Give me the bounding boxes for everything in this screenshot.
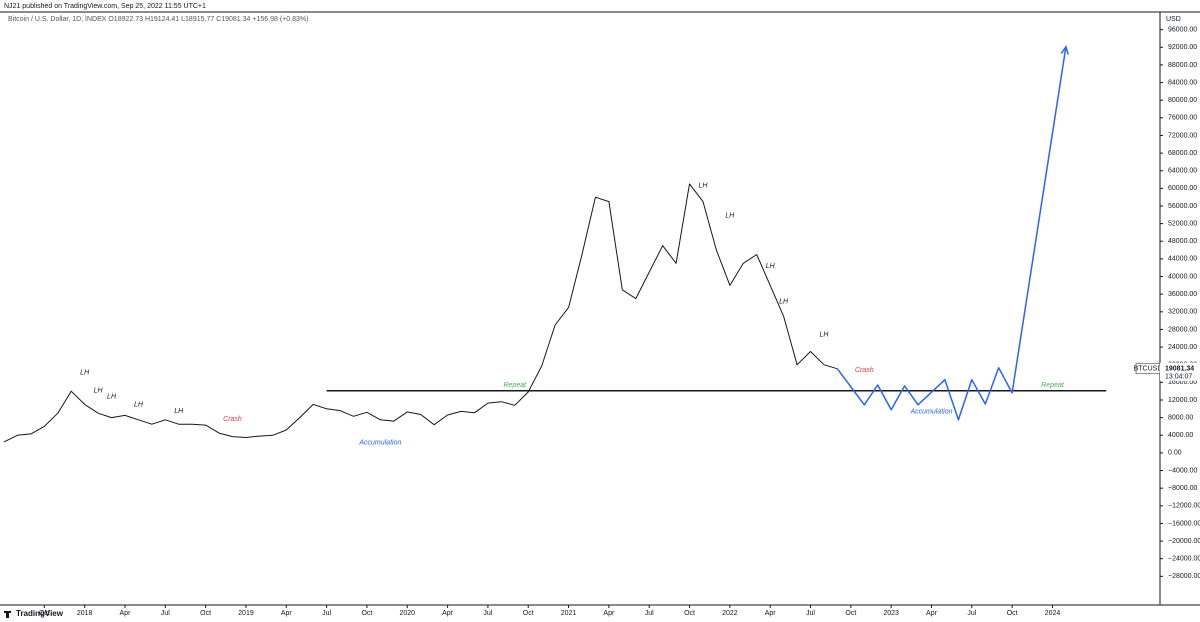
y-tick-label: 16000.00 xyxy=(1168,379,1197,386)
annotation: LH xyxy=(699,183,709,190)
y-tick-label: 64000.00 xyxy=(1168,168,1197,175)
x-tick-label: 2018 xyxy=(77,610,93,617)
y-tick-label: 8000.00 xyxy=(1168,414,1193,421)
projection-line xyxy=(836,46,1067,421)
symbol-label: BTCUSD xyxy=(1134,366,1163,373)
x-tick-label: Oct xyxy=(39,610,50,617)
annotation: Repeat xyxy=(1041,382,1065,389)
x-tick-label: Jul xyxy=(161,610,170,617)
y-tick-label: −16000.00 xyxy=(1168,520,1200,527)
annotation: LH xyxy=(94,388,104,395)
x-tick-label: 2024 xyxy=(1045,610,1061,617)
annotation: LH xyxy=(134,402,144,409)
y-tick-label: 44000.00 xyxy=(1168,256,1197,263)
y-tick-label: 0.00 xyxy=(1168,450,1182,457)
y-tick-label: −4000.00 xyxy=(1168,467,1197,474)
price-label-box xyxy=(1160,362,1200,381)
y-tick-label: 36000.00 xyxy=(1168,291,1197,298)
arrow-head xyxy=(1060,45,1069,55)
y-tick-label: −12000.00 xyxy=(1168,503,1200,510)
x-tick-label: Oct xyxy=(200,610,211,617)
y-tick-label: 4000.00 xyxy=(1168,432,1193,439)
countdown-label: 13:04:07 xyxy=(1165,374,1192,381)
y-tick-label: 92000.00 xyxy=(1168,44,1197,51)
x-tick-label: 2019 xyxy=(238,610,254,617)
y-tick-label: −24000.00 xyxy=(1168,556,1200,563)
y-tick-label: 76000.00 xyxy=(1168,115,1197,122)
price-line xyxy=(3,183,838,443)
y-tick-label: 68000.00 xyxy=(1168,150,1197,157)
annotation: Repeat xyxy=(504,382,528,389)
y-tick-label: 60000.00 xyxy=(1168,185,1197,192)
y-tick-label: 24000.00 xyxy=(1168,344,1197,351)
axis-unit: USD xyxy=(1166,16,1181,23)
y-tick-label: 56000.00 xyxy=(1168,203,1197,210)
y-tick-label: 96000.00 xyxy=(1168,26,1197,33)
x-tick-label: Apr xyxy=(120,610,132,617)
x-tick-label: Oct xyxy=(523,610,534,617)
annotation: LH xyxy=(174,408,184,415)
y-tick-label: −8000.00 xyxy=(1168,485,1197,492)
x-tick-label: Oct xyxy=(845,610,856,617)
x-tick-label: 2023 xyxy=(883,610,899,617)
y-tick-label: −20000.00 xyxy=(1168,538,1200,545)
x-tick-label: Jul xyxy=(806,610,815,617)
annotation: LH xyxy=(766,263,776,270)
y-tick-label: 32000.00 xyxy=(1168,309,1197,316)
x-tick-label: Apr xyxy=(603,610,615,617)
symbol-title: Bitcoin / U.S. Dollar, 1D, INDEX O18922.… xyxy=(8,16,308,23)
y-tick-label: 52000.00 xyxy=(1168,220,1197,227)
x-tick-label: Jul xyxy=(483,610,492,617)
logo-icon xyxy=(4,611,11,618)
y-tick-label: 28000.00 xyxy=(1168,326,1197,333)
x-tick-label: Oct xyxy=(361,610,372,617)
x-tick-label: Oct xyxy=(684,610,695,617)
x-tick-label: Jul xyxy=(645,610,654,617)
annotation: Accumulation xyxy=(909,409,952,416)
x-tick-label: Jul xyxy=(322,610,331,617)
x-tick-label: 2021 xyxy=(561,610,577,617)
footer-logo: TradingView xyxy=(16,609,64,618)
annotation: Accumulation xyxy=(358,440,401,447)
annotation: LH xyxy=(779,299,789,306)
y-tick-label: 80000.00 xyxy=(1168,97,1197,104)
x-tick-label: 2022 xyxy=(722,610,738,617)
annotation: LH xyxy=(725,213,735,220)
annotation: LH xyxy=(80,369,90,376)
y-tick-label: 88000.00 xyxy=(1168,62,1197,69)
annotation: Crash xyxy=(855,367,874,374)
publisher-line: NJ21 published on TradingView.com, Sep 2… xyxy=(4,3,206,10)
y-tick-label: 72000.00 xyxy=(1168,132,1197,139)
y-tick-label: 40000.00 xyxy=(1168,273,1197,280)
annotation: Crash xyxy=(223,416,242,423)
y-tick-label: 84000.00 xyxy=(1168,79,1197,86)
x-tick-label: Jul xyxy=(967,610,976,617)
x-tick-label: Apr xyxy=(281,610,293,617)
y-tick-label: 48000.00 xyxy=(1168,238,1197,245)
y-tick-label: −28000.00 xyxy=(1168,573,1200,580)
x-tick-label: Apr xyxy=(926,610,938,617)
x-tick-label: Apr xyxy=(442,610,454,617)
x-tick-label: 2020 xyxy=(399,610,415,617)
x-tick-label: Oct xyxy=(1007,610,1018,617)
y-tick-label: 12000.00 xyxy=(1168,397,1197,404)
annotation: LH xyxy=(107,394,117,401)
price-label: 19081.34 xyxy=(1165,366,1194,373)
x-tick-label: Apr xyxy=(765,610,777,617)
annotation: LH xyxy=(819,332,829,339)
